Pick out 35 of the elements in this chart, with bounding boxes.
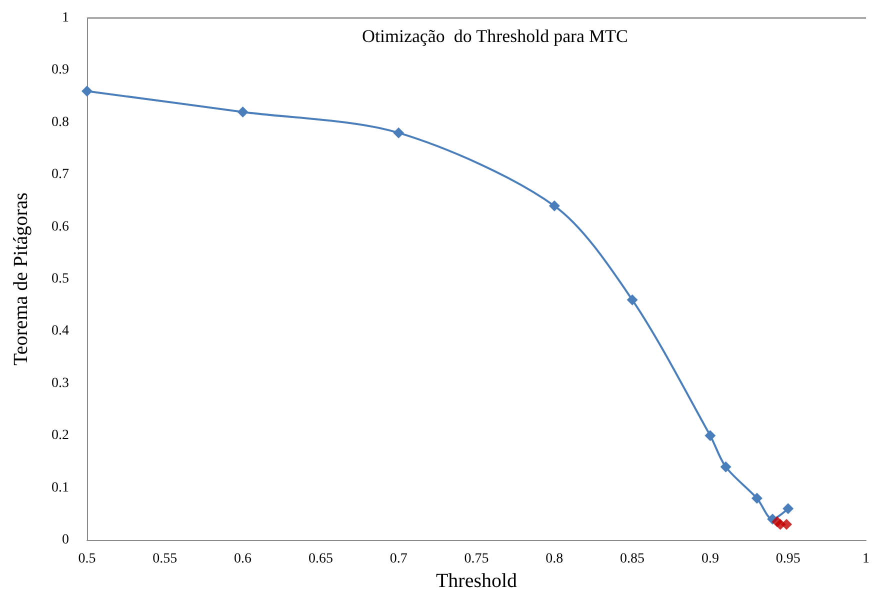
x-tick-label: 1 xyxy=(862,552,870,566)
x-tick-label: 0.6 xyxy=(234,552,252,566)
point xyxy=(781,518,792,530)
point xyxy=(393,127,404,138)
point xyxy=(82,86,92,97)
y-tick-label: 0.4 xyxy=(52,324,69,339)
x-tick-label: 0.65 xyxy=(308,552,333,566)
y-tick-label: 0.1 xyxy=(52,480,69,496)
x-tick-label: 0.7 xyxy=(390,552,408,566)
point xyxy=(782,503,794,514)
y-tick-label: 0 xyxy=(62,532,69,548)
x-tick-label: 0.75 xyxy=(464,552,489,566)
point xyxy=(751,492,762,504)
y-tick-label: 0.2 xyxy=(52,428,69,444)
y-tick-label: 0.5 xyxy=(52,272,69,286)
point xyxy=(720,461,732,472)
x-tick-label: 0.9 xyxy=(701,552,719,566)
x-tick-label: 0.8 xyxy=(546,552,564,566)
y-tick-label: 0.6 xyxy=(52,219,69,234)
point xyxy=(548,200,560,212)
point xyxy=(626,294,638,306)
y-tick-label: 0.9 xyxy=(52,62,69,78)
x-tick-label: 0.5 xyxy=(78,552,96,566)
x-axis-title: Threshold xyxy=(436,570,518,592)
y-tick-label: 0.7 xyxy=(52,167,69,182)
y-tick-label: 0.3 xyxy=(52,376,69,391)
x-tick-label: 0.95 xyxy=(776,552,800,566)
x-tick-label: 0.85 xyxy=(620,552,645,566)
x-tick-label: 0.55 xyxy=(152,552,178,566)
y-tick-label: 0.8 xyxy=(52,114,69,130)
y-tick-label: 1 xyxy=(62,10,69,26)
chart-title: Otimização do Threshold para MTC xyxy=(362,26,628,46)
point xyxy=(237,106,248,118)
y-axis-title: Teorema de Pitágoras xyxy=(10,192,32,366)
point xyxy=(704,430,716,442)
